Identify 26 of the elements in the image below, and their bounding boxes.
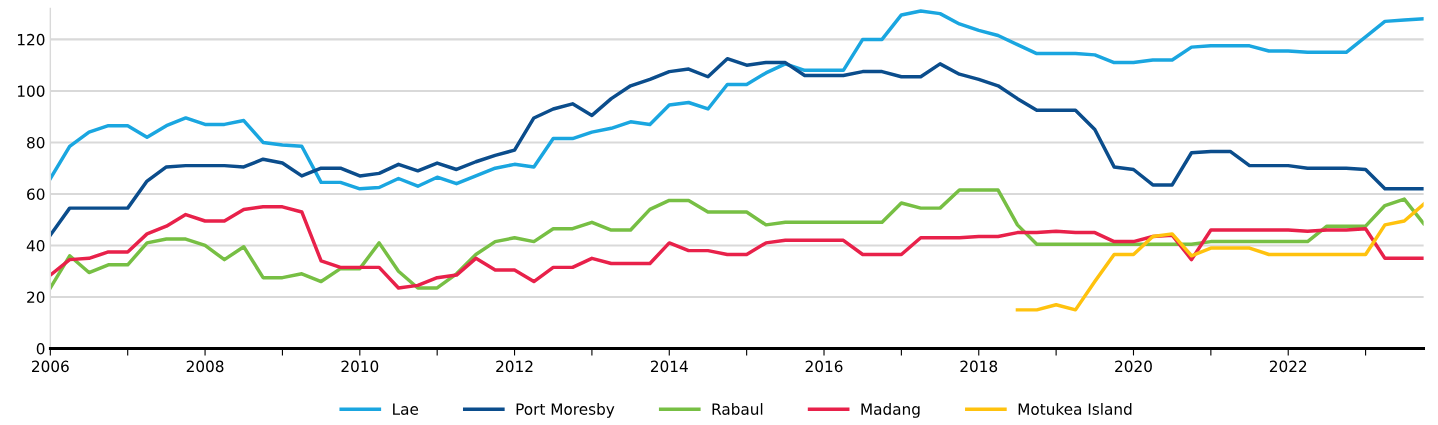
legend-label: Motukea Island: [1018, 403, 1132, 415]
legend-label: Port Moresby: [516, 403, 615, 418]
line-series: [50, 188, 1424, 290]
y-tick-label: 60: [27, 188, 45, 200]
x-tick-label: 2012: [496, 360, 533, 373]
x-tick-label: 2006: [32, 360, 69, 373]
y-tick-label: 80: [27, 136, 45, 149]
legend-label: Madang: [861, 403, 920, 418]
x-tick-label: 2014: [650, 360, 688, 373]
x-tick-label: 2008: [186, 360, 224, 373]
y-tick-label: 40: [26, 239, 45, 252]
line-series: [50, 205, 1424, 290]
line-series: [1015, 202, 1424, 312]
line-series: [50, 9, 1424, 191]
x-tick-label: 2022: [1269, 360, 1307, 373]
x-tick-label: 2010: [341, 360, 379, 373]
x-tick-label: 2018: [960, 360, 998, 373]
x-tick-label: 2016: [805, 360, 843, 373]
x-tick-label: 2020: [1115, 360, 1152, 373]
line-series: [50, 56, 1424, 237]
y-tick-label: 20: [27, 291, 45, 304]
y-tick-label: 100: [17, 85, 45, 97]
legend-label: Rabaul: [712, 403, 763, 415]
y-tick-label: 120: [17, 33, 45, 46]
legend-label: Lae: [393, 403, 419, 415]
y-tick-label: 0: [36, 342, 45, 355]
